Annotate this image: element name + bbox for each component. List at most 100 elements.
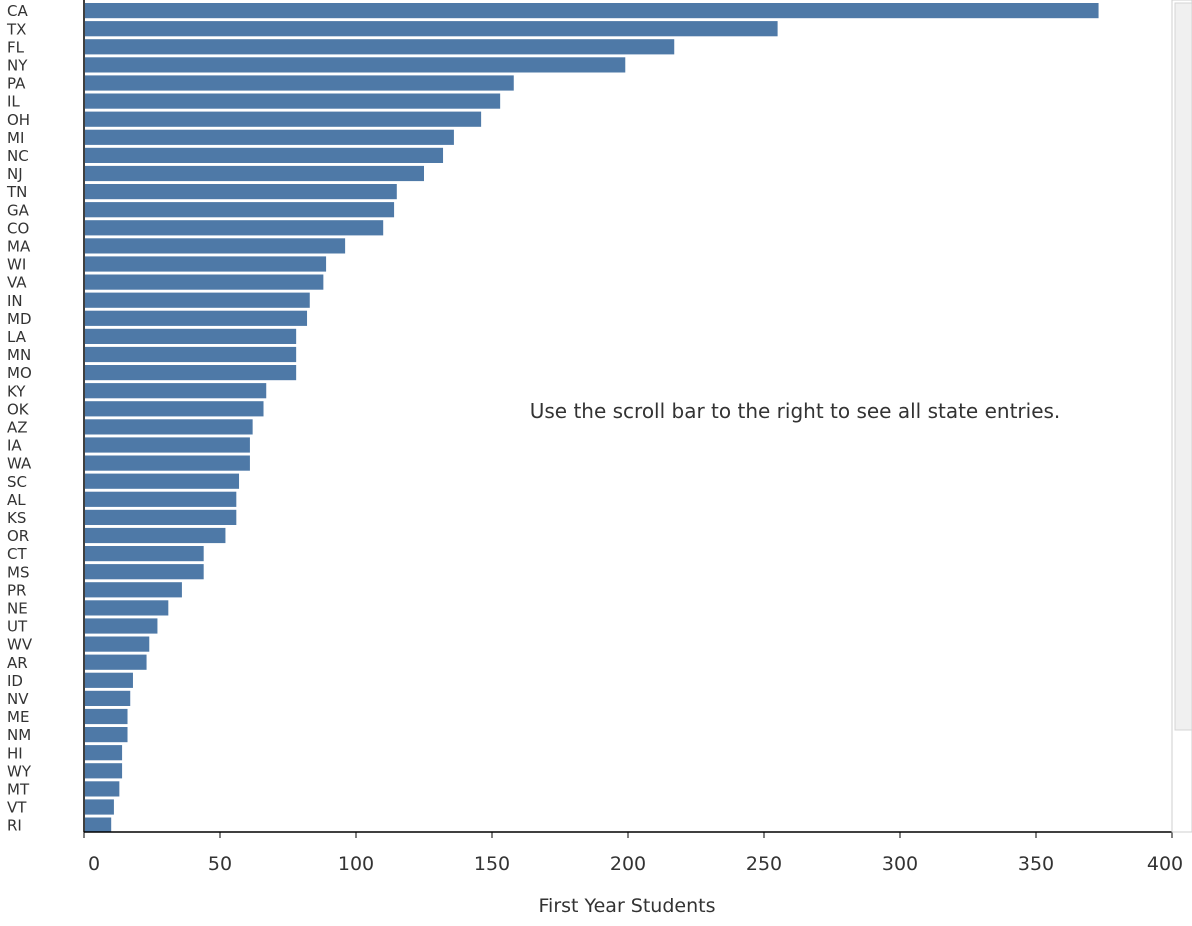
category-label-ky: KY <box>7 382 26 400</box>
bar-mi <box>85 130 454 145</box>
bar-hi <box>85 745 122 760</box>
category-label-ga: GA <box>7 201 30 219</box>
category-label-va: VA <box>7 274 27 292</box>
category-label-co: CO <box>7 219 29 237</box>
bar-va <box>85 275 323 290</box>
vertical-scrollbar[interactable] <box>1172 0 1192 832</box>
bar-tn <box>85 184 397 199</box>
bar-ky <box>85 383 266 398</box>
category-label-tn: TN <box>6 183 27 201</box>
bar-wa <box>85 456 250 471</box>
category-label-in: IN <box>7 292 23 310</box>
bar-ca <box>85 3 1099 18</box>
bar-nm <box>85 727 128 742</box>
bar-mo <box>85 365 296 380</box>
bar-ar <box>85 655 147 670</box>
category-label-il: IL <box>7 93 20 111</box>
category-label-la: LA <box>7 328 27 346</box>
category-label-md: MD <box>7 310 32 328</box>
bar-sc <box>85 474 239 489</box>
x-tick-label-100: 100 <box>338 853 374 875</box>
category-label-nh: NH <box>7 835 30 853</box>
category-label-hi: HI <box>7 744 23 762</box>
category-label-az: AZ <box>7 419 28 437</box>
x-axis-ticks: 0 50 100 150 200 250 300 350 400 <box>84 832 1183 875</box>
bar-nj <box>85 166 424 181</box>
bar-ks <box>85 510 236 525</box>
bar-ct <box>85 546 204 561</box>
bars-layer <box>85 3 1099 851</box>
category-label-mt: MT <box>7 781 30 799</box>
category-label-mi: MI <box>7 129 24 147</box>
bar-nv <box>85 691 130 706</box>
category-label-wy: WY <box>7 762 32 780</box>
category-label-pa: PA <box>7 75 26 93</box>
bar-fl <box>85 39 674 54</box>
x-tick-label-50: 50 <box>208 853 232 875</box>
bar-ms <box>85 564 204 579</box>
bar-ut <box>85 618 157 633</box>
bar-pa <box>85 75 514 90</box>
x-tick-label-400: 400 <box>1147 853 1183 875</box>
category-label-al: AL <box>7 491 26 509</box>
category-label-me: ME <box>7 708 29 726</box>
category-label-oh: OH <box>7 111 30 129</box>
category-label-id: ID <box>7 672 23 690</box>
category-label-ok: OK <box>7 400 30 418</box>
bar-ri <box>85 818 111 833</box>
category-label-wa: WA <box>7 455 32 473</box>
bar-id <box>85 673 133 688</box>
bar-pr <box>85 582 182 597</box>
bar-nc <box>85 148 443 163</box>
category-label-ny: NY <box>7 57 28 75</box>
bar-oh <box>85 112 481 127</box>
category-label-ct: CT <box>7 545 27 563</box>
bar-la <box>85 329 296 344</box>
category-label-mo: MO <box>7 364 32 382</box>
x-tick-label-250: 250 <box>746 853 782 875</box>
x-tick-label-350: 350 <box>1018 853 1054 875</box>
bar-ia <box>85 437 250 452</box>
scroll-hint-annotation: Use the scroll bar to the right to see a… <box>530 399 1061 423</box>
category-label-ri: RI <box>7 817 22 835</box>
category-label-nj: NJ <box>7 165 23 183</box>
bar-ok <box>85 401 264 416</box>
category-label-mn: MN <box>7 346 31 364</box>
bar-wy <box>85 763 122 778</box>
x-axis-title: First Year Students <box>539 895 716 917</box>
category-label-nv: NV <box>7 690 29 708</box>
category-label-vt: VT <box>7 799 27 817</box>
bar-tx <box>85 21 778 36</box>
x-tick-label-200: 200 <box>610 853 646 875</box>
category-label-ia: IA <box>7 437 22 455</box>
bar-or <box>85 528 225 543</box>
category-label-wv: WV <box>7 636 33 654</box>
category-label-pr: PR <box>7 581 26 599</box>
category-label-ne: NE <box>7 600 28 618</box>
bar-ne <box>85 600 168 615</box>
bar-al <box>85 492 236 507</box>
bar-ma <box>85 238 345 253</box>
bar-me <box>85 709 128 724</box>
scrollbar-thumb[interactable] <box>1175 3 1192 730</box>
category-label-ar: AR <box>7 654 28 672</box>
category-label-nc: NC <box>7 147 29 165</box>
category-label-ks: KS <box>7 509 26 527</box>
x-tick-label-150: 150 <box>474 853 510 875</box>
bar-mt <box>85 781 119 796</box>
bar-il <box>85 94 500 109</box>
bar-vt <box>85 799 114 814</box>
bar-co <box>85 220 383 235</box>
category-label-ms: MS <box>7 563 29 581</box>
category-label-ma: MA <box>7 238 31 256</box>
bar-az <box>85 419 253 434</box>
bar-in <box>85 293 310 308</box>
bar-md <box>85 311 307 326</box>
x-tick-label-0: 0 <box>88 853 100 875</box>
x-tick-label-300: 300 <box>882 853 918 875</box>
bar-nh <box>85 836 108 851</box>
category-label-tx: TX <box>6 20 26 38</box>
bar-ny <box>85 57 625 72</box>
bar-mn <box>85 347 296 362</box>
